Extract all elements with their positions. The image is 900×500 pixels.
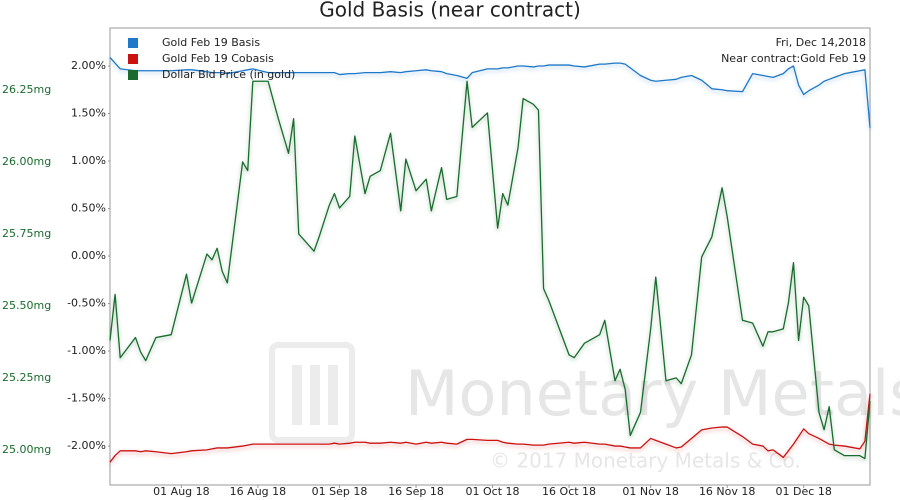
x-tick-label: 16 Aug 18: [230, 485, 286, 498]
chart-title: Gold Basis (near contract): [319, 0, 581, 22]
watermark-logo: [292, 365, 302, 425]
y2-tick-label: 0.00%: [71, 249, 106, 262]
y2-tick-label: 0.50%: [71, 202, 106, 215]
annotation: Near contract:Gold Feb 19: [721, 52, 866, 65]
series-line: [109, 80, 871, 460]
y2-tick-label: 2.00%: [71, 59, 106, 72]
legend-swatch: [128, 38, 138, 48]
legend-label: Gold Feb 19 Basis: [162, 36, 260, 49]
x-tick-label: 16 Oct 18: [542, 485, 596, 498]
watermark-text: © 2017 Monetary Metals & Co.: [490, 449, 801, 473]
x-tick-label: 16 Nov 18: [699, 485, 755, 498]
x-tick-label: 01 Nov 18: [622, 485, 678, 498]
series-line: [109, 393, 871, 463]
y-tick-label: 25.25mg: [2, 371, 51, 384]
y2-tick-label: 1.00%: [71, 154, 106, 167]
y-tick-label: 26.00mg: [2, 155, 51, 168]
series-line: [109, 57, 871, 128]
annotation: Fri, Dec 14,2018: [776, 36, 866, 49]
legend-swatch: [128, 54, 138, 64]
y2-tick-label: -0.50%: [67, 297, 106, 310]
y2-tick-label: -2.00%: [67, 439, 106, 452]
legend-label: Dollar Bid Price (in gold): [162, 68, 295, 81]
watermark-logo: [269, 342, 355, 443]
y-tick-label: 25.00mg: [2, 443, 51, 456]
legend-swatch: [128, 70, 138, 80]
x-tick-label: 16 Sep 18: [388, 485, 444, 498]
x-tick-label: 01 Oct 18: [466, 485, 520, 498]
watermark-logo: [328, 365, 338, 425]
y2-tick-label: -1.50%: [67, 392, 106, 405]
watermark-logo: [310, 365, 320, 425]
y2-tick-label: -1.00%: [67, 344, 106, 357]
y2-tick-label: 1.50%: [71, 107, 106, 120]
x-tick-label: 01 Dec 18: [776, 485, 832, 498]
watermark-text: Monetary Metals: [405, 357, 900, 430]
legend: Gold Feb 19 Basis Gold Feb 19 Cobasis Doll…: [128, 36, 295, 81]
y-tick-label: 25.75mg: [2, 227, 51, 240]
x-tick-label: 01 Sep 18: [312, 485, 368, 498]
x-tick-label: 01 Aug 18: [153, 485, 209, 498]
y-tick-label: 25.50mg: [2, 299, 51, 312]
legend-label: Gold Feb 19 Cobasis: [162, 52, 274, 65]
y-tick-label: 26.25mg: [2, 83, 51, 96]
